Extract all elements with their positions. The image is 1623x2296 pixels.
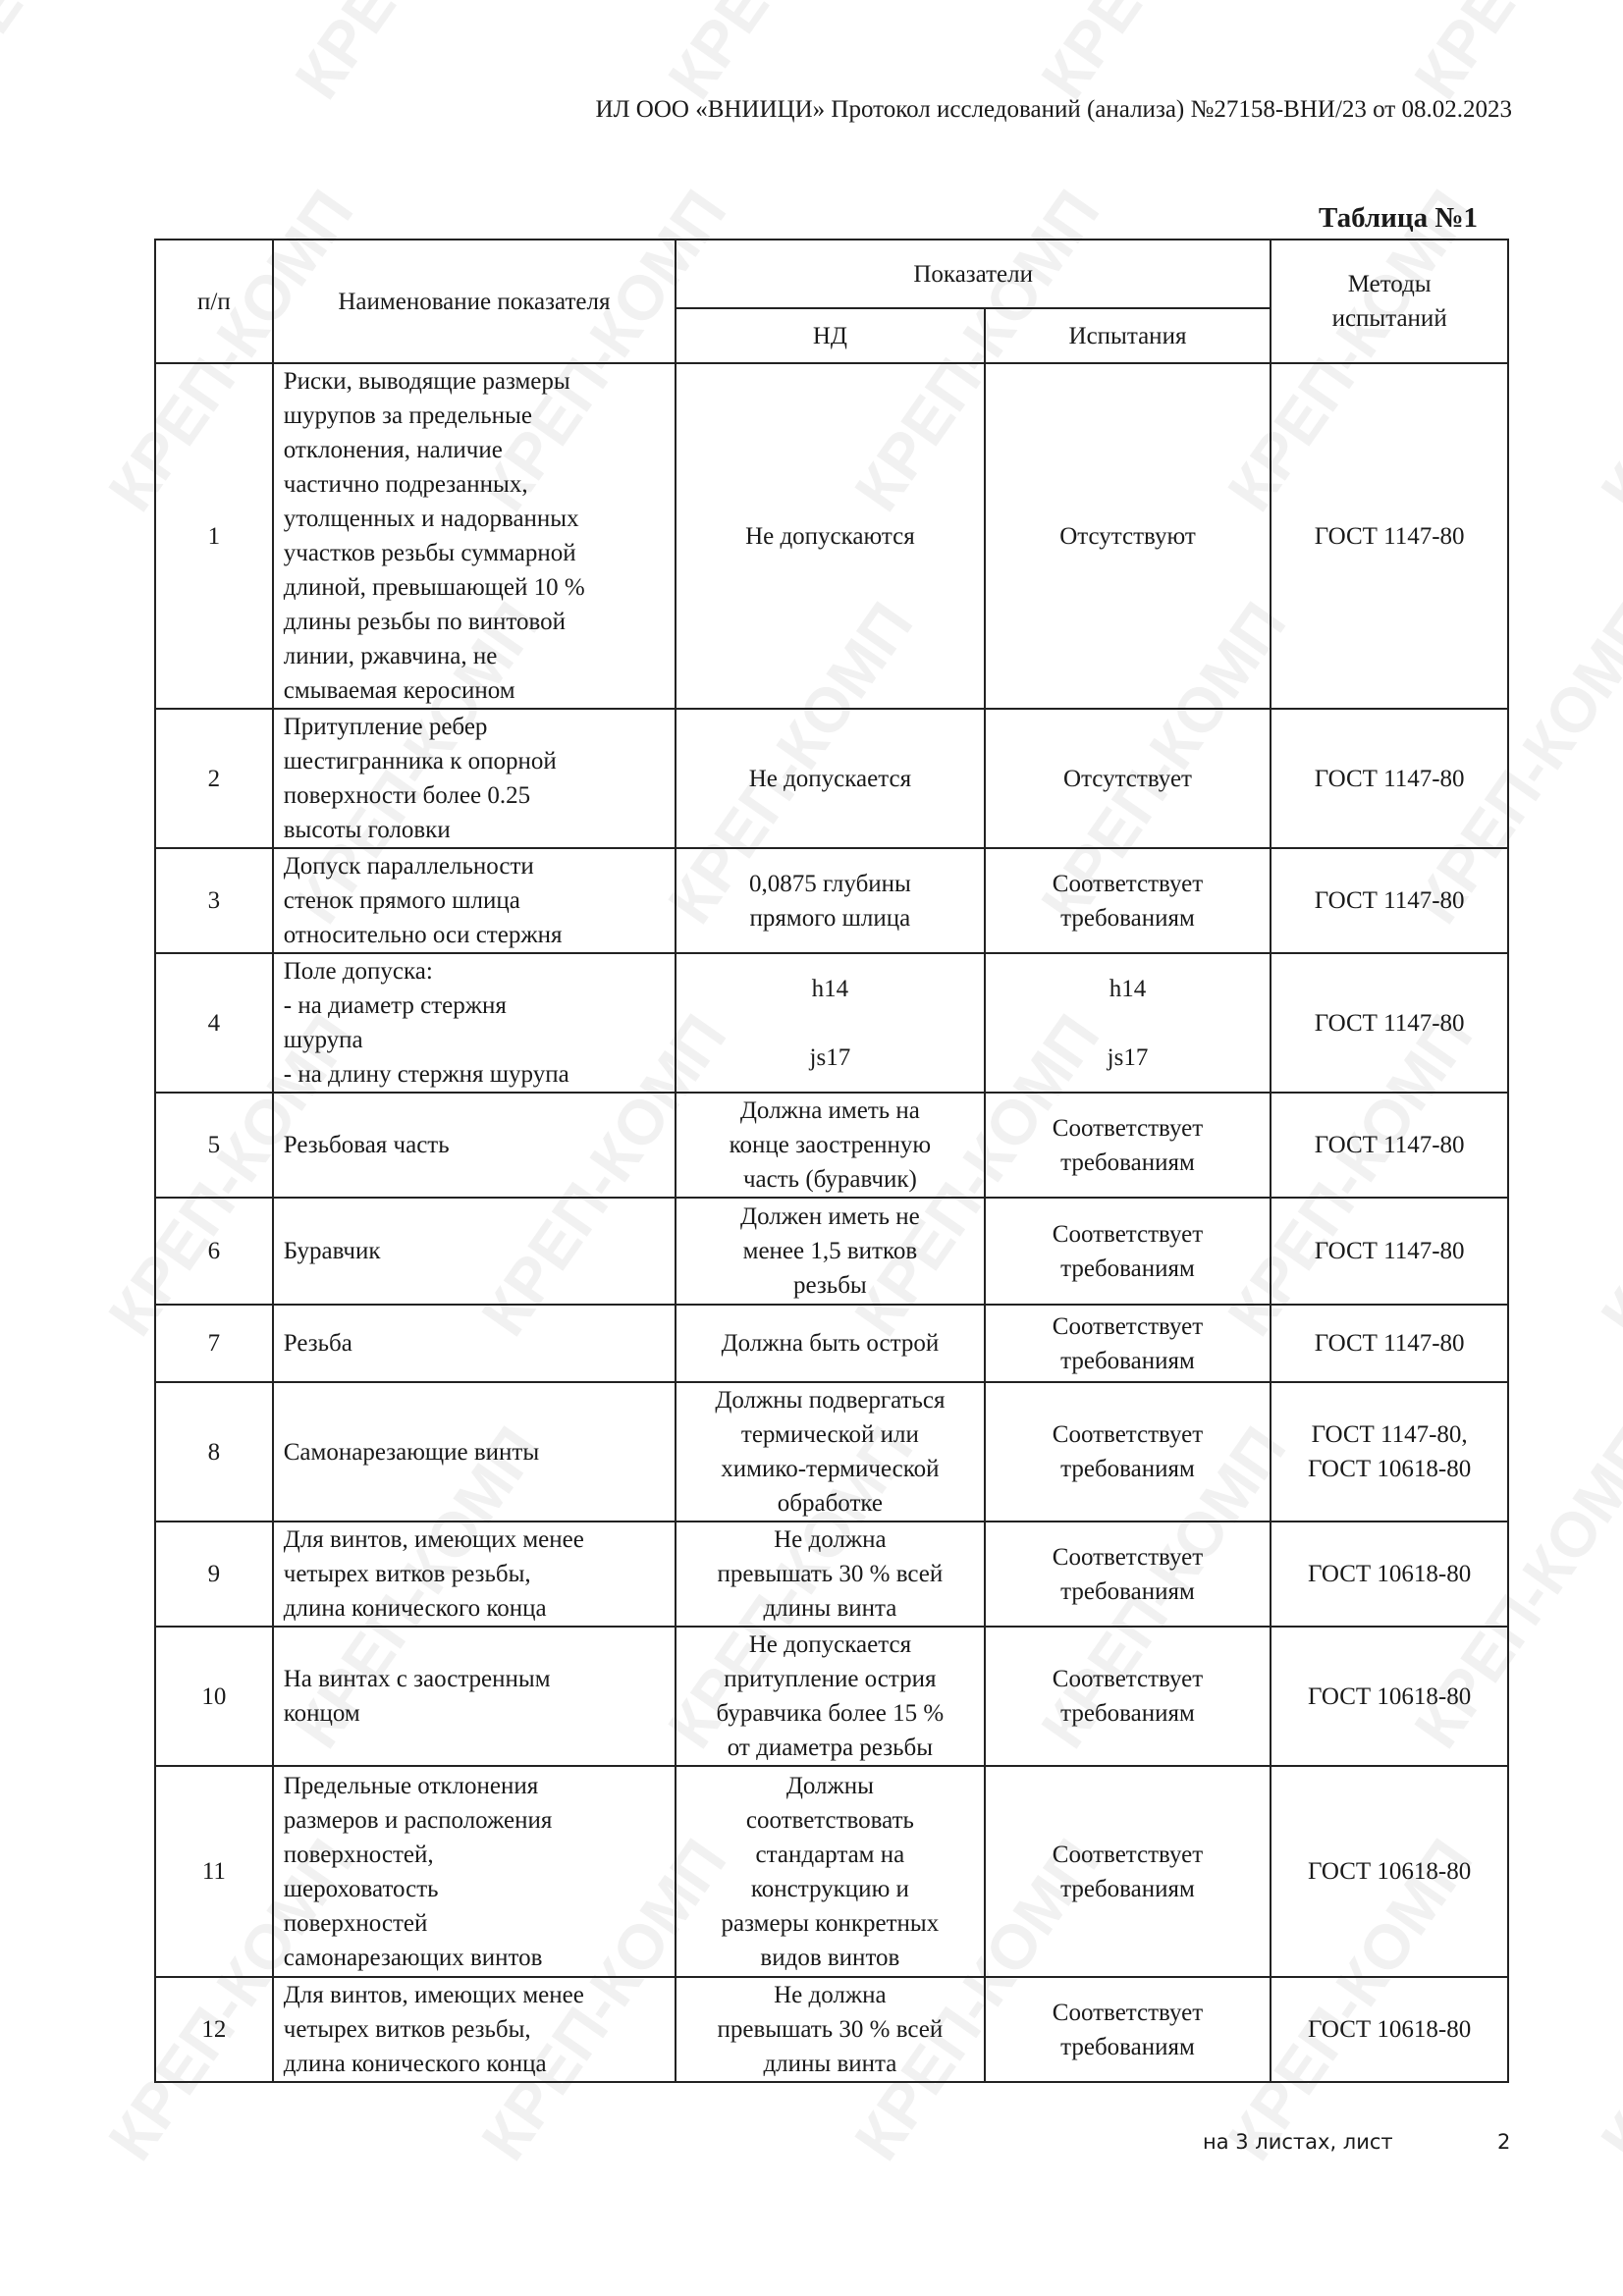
table-row: 8 Самонарезающие винты Должны подвергаться… bbox=[154, 1381, 1509, 1522]
watermark-logo: КРЕП-КОМП bbox=[1587, 1001, 1623, 1349]
cell-test: Отсутствуют bbox=[983, 362, 1272, 710]
cell-num: 12 bbox=[154, 1976, 274, 2083]
col-header-test: Испытания bbox=[983, 307, 1272, 364]
table-row: 11 Предельные отклонения размеров и распо… bbox=[154, 1765, 1509, 1978]
cell-name: Допуск параллельности стенок прямого шли… bbox=[271, 847, 677, 954]
cell-num: 3 bbox=[154, 847, 274, 954]
cell-test: Соответствует требованиям bbox=[983, 1381, 1272, 1522]
cell-test: h14 js17 bbox=[983, 952, 1272, 1094]
table-row: 9 Для винтов, имеющих менее четырех витко… bbox=[154, 1521, 1509, 1628]
cell-method: ГОСТ 1147-80 bbox=[1270, 1092, 1509, 1199]
cell-name: Поле допуска: - на диаметр стержня шуруп… bbox=[271, 952, 677, 1094]
cell-name: Резьбовая часть bbox=[271, 1092, 677, 1199]
protocol-header: ИЛ ООО «ВНИИЦИ» Протокол исследований (а… bbox=[595, 96, 1512, 123]
cell-nd: Не допускаются bbox=[675, 362, 986, 710]
cell-num: 7 bbox=[154, 1304, 274, 1383]
cell-num: 11 bbox=[154, 1765, 274, 1978]
table-row: 5 Резьбовая часть Должна иметь на конце за… bbox=[154, 1092, 1509, 1199]
cell-num: 9 bbox=[154, 1521, 274, 1628]
cell-method: ГОСТ 10618-80 bbox=[1270, 1626, 1509, 1767]
cell-num: 4 bbox=[154, 952, 274, 1094]
cell-method: ГОСТ 10618-80 bbox=[1270, 1521, 1509, 1628]
cell-name: Самонарезающие винты bbox=[271, 1381, 677, 1522]
results-table: п/п Наименование показателя Показатели М… bbox=[154, 239, 1509, 2083]
cell-test: Соответствует требованиям bbox=[983, 1197, 1272, 1306]
watermark-logo: КРЕП-КОМП bbox=[653, 0, 927, 112]
col-header-methods: Методы испытаний bbox=[1270, 239, 1509, 364]
cell-test: Отсутствует bbox=[983, 708, 1272, 849]
cell-test: Соответствует требованиям bbox=[983, 1092, 1272, 1199]
cell-nd: Не должна превышать 30 % всей длины винт… bbox=[675, 1521, 986, 1628]
cell-name: Резьба bbox=[271, 1304, 677, 1383]
cell-method: ГОСТ 1147-80 bbox=[1270, 362, 1509, 710]
col-header-indicators: Показатели bbox=[675, 239, 1272, 309]
watermark-logo: КРЕП-КОМП bbox=[1587, 1826, 1623, 2173]
cell-test: Соответствует требованиям bbox=[983, 1976, 1272, 2083]
col-header-nd: НД bbox=[675, 307, 986, 364]
cell-nd: Должен иметь не менее 1,5 витков резьбы bbox=[675, 1197, 986, 1306]
cell-test: Соответствует требованиям bbox=[983, 847, 1272, 954]
cell-num: 5 bbox=[154, 1092, 274, 1199]
table-row: 12 Для винтов, имеющих менее четырех витк… bbox=[154, 1976, 1509, 2083]
table-row: 2 Притупление ребер шестигранника к опорн… bbox=[154, 708, 1509, 849]
cell-name: Для винтов, имеющих менее четырех витков… bbox=[271, 1976, 677, 2083]
cell-num: 6 bbox=[154, 1197, 274, 1306]
cell-num: 2 bbox=[154, 708, 274, 849]
cell-nd: Должны подвергаться термической или хими… bbox=[675, 1381, 986, 1522]
cell-test: Соответствует требованиям bbox=[983, 1626, 1272, 1767]
watermark-logo: КРЕП-КОМП bbox=[0, 0, 181, 112]
cell-nd: h14 js17 bbox=[675, 952, 986, 1094]
cell-num: 8 bbox=[154, 1381, 274, 1522]
table-row: 4 Поле допуска: - на диаметр стержня шуру… bbox=[154, 952, 1509, 1094]
table-title: Таблица №1 bbox=[1319, 202, 1478, 234]
cell-nd: Не допускается bbox=[675, 708, 986, 849]
cell-method: ГОСТ 10618-80 bbox=[1270, 1765, 1509, 1978]
cell-name: Предельные отклонения размеров и располо… bbox=[271, 1765, 677, 1978]
table-row: 1 Риски, выводящие размеры шурупов за пре… bbox=[154, 362, 1509, 710]
cell-nd: Не допускается притупление острия буравч… bbox=[675, 1626, 986, 1767]
watermark-logo: КРЕП-КОМП bbox=[280, 0, 554, 112]
page-number: 2 bbox=[1497, 2130, 1511, 2154]
cell-num: 10 bbox=[154, 1626, 274, 1767]
table-row: 10 На винтах с заостренным концом Не допус… bbox=[154, 1626, 1509, 1767]
watermark-logo: КРЕП-КОМП bbox=[1026, 0, 1300, 112]
cell-test: Соответствует требованиям bbox=[983, 1765, 1272, 1978]
cell-name: Буравчик bbox=[271, 1197, 677, 1306]
table-row: 3 Допуск параллельности стенок прямого шл… bbox=[154, 847, 1509, 954]
cell-method: ГОСТ 1147-80 bbox=[1270, 1197, 1509, 1306]
footer-sheets: на 3 листах, лист bbox=[1203, 2130, 1393, 2154]
cell-method: ГОСТ 10618-80 bbox=[1270, 1976, 1509, 2083]
cell-name: Для винтов, имеющих менее четырех витков… bbox=[271, 1521, 677, 1628]
cell-num: 1 bbox=[154, 362, 274, 710]
cell-nd: 0,0875 глубины прямого шлица bbox=[675, 847, 986, 954]
cell-method: ГОСТ 1147-80 bbox=[1270, 1304, 1509, 1383]
table-row: 6 Буравчик Должен иметь не менее 1,5 витко… bbox=[154, 1197, 1509, 1306]
cell-method: ГОСТ 1147-80 bbox=[1270, 847, 1509, 954]
cell-name: Риски, выводящие размеры шурупов за пред… bbox=[271, 362, 677, 710]
cell-method: ГОСТ 1147-80 bbox=[1270, 708, 1509, 849]
cell-nd: Должны соответствовать стандартам на кон… bbox=[675, 1765, 986, 1978]
cell-method: ГОСТ 1147-80, ГОСТ 10618-80 bbox=[1270, 1381, 1509, 1522]
cell-nd: Должна быть острой bbox=[675, 1304, 986, 1383]
cell-name: На винтах с заостренным концом bbox=[271, 1626, 677, 1767]
cell-test: Соответствует требованиям bbox=[983, 1521, 1272, 1628]
cell-test: Соответствует требованиям bbox=[983, 1304, 1272, 1383]
cell-nd: Не должна превышать 30 % всей длины винт… bbox=[675, 1976, 986, 2083]
cell-nd: Должна иметь на конце заостренную часть … bbox=[675, 1092, 986, 1199]
watermark-logo: КРЕП-КОМП bbox=[1587, 177, 1623, 524]
table-row: 7 Резьба Должна быть острой Соответствует т… bbox=[154, 1304, 1509, 1383]
cell-name: Притупление ребер шестигранника к опорно… bbox=[271, 708, 677, 849]
watermark-logo: КРЕП-КОМП bbox=[1399, 0, 1623, 112]
cell-method: ГОСТ 1147-80 bbox=[1270, 952, 1509, 1094]
col-header-name: Наименование показателя bbox=[271, 239, 677, 364]
col-header-num: п/п bbox=[154, 239, 274, 364]
